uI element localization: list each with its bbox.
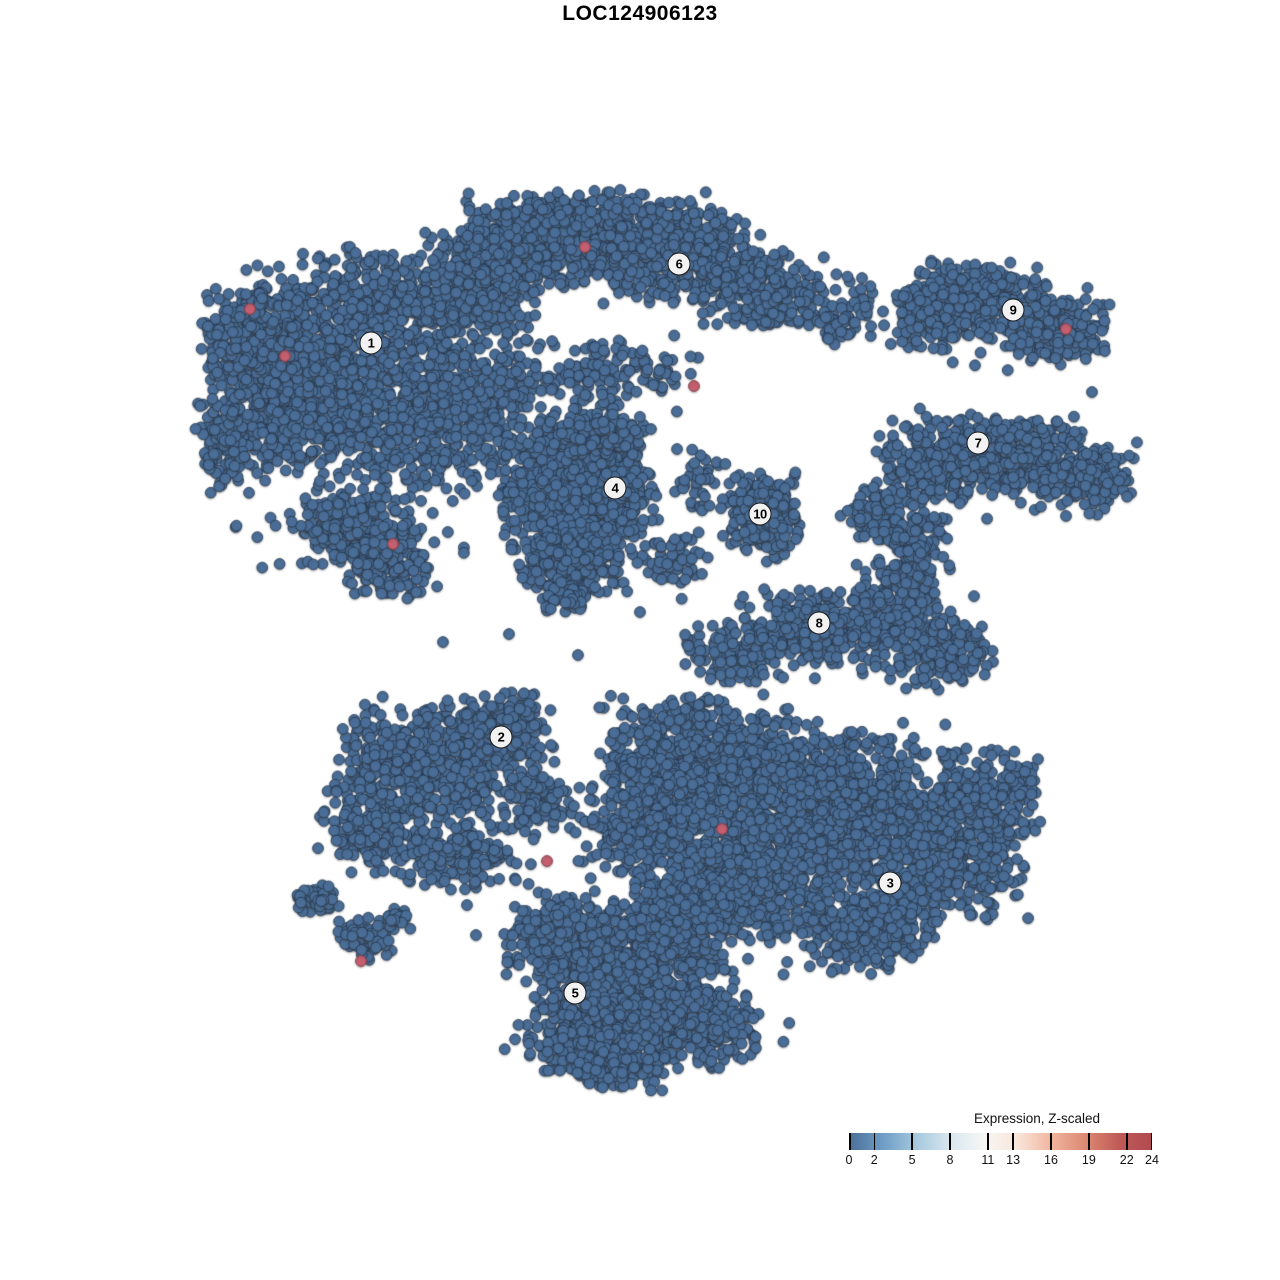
legend-tick-label: 0 bbox=[845, 1153, 853, 1167]
legend-tick-mark bbox=[849, 1133, 851, 1150]
legend-tick-label: 16 bbox=[1044, 1153, 1058, 1167]
legend-tick-label: 19 bbox=[1081, 1153, 1096, 1167]
legend-tick-mark bbox=[1088, 1133, 1090, 1150]
legend-tick-mark bbox=[1126, 1133, 1128, 1150]
legend-tick-mark bbox=[873, 1133, 875, 1150]
legend-tick-label: 5 bbox=[908, 1153, 916, 1167]
legend-colorbar bbox=[849, 1133, 1152, 1150]
legend-tick-mark bbox=[987, 1133, 989, 1150]
legend-tick-mark bbox=[1012, 1133, 1014, 1150]
legend-title: Expression, Z-scaled bbox=[973, 1111, 1101, 1126]
legend-tick-label: 13 bbox=[1006, 1153, 1021, 1167]
legend-tick-label: 2 bbox=[870, 1153, 878, 1167]
legend-tick-mark bbox=[949, 1133, 951, 1150]
legend-tick-label: 11 bbox=[981, 1153, 995, 1167]
legend-tick-label: 8 bbox=[946, 1153, 954, 1167]
legend-tick-label: 22 bbox=[1119, 1153, 1134, 1167]
legend-tick-mark bbox=[911, 1133, 913, 1150]
legend-tick-mark bbox=[1150, 1133, 1152, 1150]
expression-legend: Expression, Z-scaled 0 2 5 8 11 13 16 19 22 24 bbox=[846, 1111, 1159, 1167]
legend-tick-label: 24 bbox=[1145, 1153, 1159, 1167]
legend-tick-mark bbox=[1050, 1133, 1052, 1150]
